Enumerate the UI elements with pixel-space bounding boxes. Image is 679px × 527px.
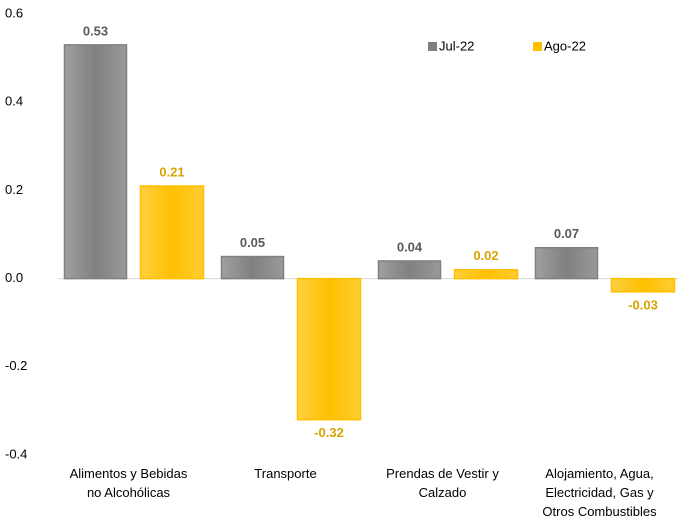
bar <box>453 269 519 280</box>
data-label: 0.02 <box>473 248 498 263</box>
bar <box>220 255 285 280</box>
legend-label: Jul-22 <box>439 38 474 53</box>
x-tick-label: Alimentos y Bebidas no Alcohólicas <box>69 466 188 500</box>
x-tick-label: Transporte <box>254 466 317 481</box>
y-tick-label: -0.2 <box>5 358 27 373</box>
bar <box>63 44 128 280</box>
data-label: -0.32 <box>314 425 344 440</box>
y-tick-label: -0.4 <box>5 446 27 461</box>
y-tick-label: 0.4 <box>5 94 23 109</box>
y-tick-label: 0.0 <box>5 270 23 285</box>
legend-label: Ago-22 <box>544 38 586 53</box>
x-tick-label: Prendas de Vestir y Calzado <box>386 466 499 500</box>
data-label: 0.05 <box>240 235 265 250</box>
bar <box>610 277 676 293</box>
bar <box>534 246 599 280</box>
data-label: 0.21 <box>159 164 184 179</box>
data-label: 0.53 <box>83 23 108 38</box>
x-tick-label: Alojamiento, Agua, Electricidad, Gas y O… <box>542 466 657 519</box>
data-label: 0.07 <box>554 226 579 241</box>
y-tick-label: 0.2 <box>5 182 23 197</box>
bar <box>377 260 442 280</box>
data-label: 0.04 <box>397 239 423 254</box>
legend-swatch <box>428 42 437 51</box>
data-label: -0.03 <box>628 297 658 312</box>
y-tick-label: 0.6 <box>5 5 23 20</box>
bar <box>139 185 205 280</box>
legend-swatch <box>533 42 542 51</box>
bar <box>296 277 362 421</box>
